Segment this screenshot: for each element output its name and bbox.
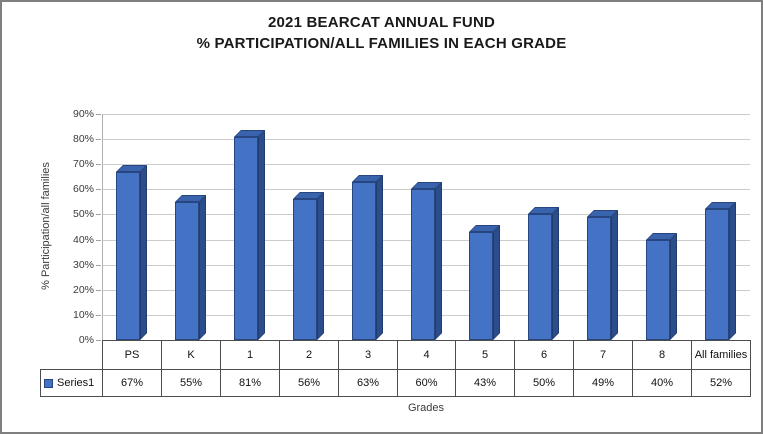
gridline <box>102 164 750 166</box>
y-tick-mark <box>96 114 101 115</box>
y-axis-line <box>102 114 103 340</box>
value-cell: 49% <box>573 369 633 397</box>
bar <box>233 136 258 340</box>
y-tick-label: 50% <box>72 208 94 221</box>
category-cell: All families <box>691 340 751 370</box>
y-tick-mark <box>96 289 101 291</box>
category-cell: 5 <box>455 340 515 370</box>
value-cell: 81% <box>220 369 280 397</box>
y-tick-label: 90% <box>72 108 94 120</box>
bar <box>292 199 317 340</box>
y-tick-mark <box>96 139 101 141</box>
value-cell: 56% <box>279 369 339 397</box>
chart-title-line2: % PARTICIPATION/ALL FAMILIES IN EACH GRA… <box>196 35 567 52</box>
bar-side-face <box>316 192 324 340</box>
series-legend-label: Series1 <box>57 377 95 389</box>
bar <box>469 232 494 340</box>
y-tick-mark <box>96 189 101 191</box>
category-cell: PS <box>102 340 162 370</box>
bar <box>587 216 612 340</box>
value-cell: 63% <box>338 369 398 397</box>
bar <box>646 239 671 340</box>
value-cell: 60% <box>397 369 456 397</box>
category-cell: K <box>161 340 221 370</box>
gridline <box>102 139 750 141</box>
bar <box>174 201 199 340</box>
category-cell: 6 <box>514 340 574 370</box>
category-cell: 3 <box>338 340 398 370</box>
y-tick-label: 40% <box>72 233 94 246</box>
bar-side-face <box>139 164 147 340</box>
category-cell: 1 <box>220 340 280 370</box>
y-tick-label: 30% <box>72 258 94 271</box>
bar-side-face <box>198 194 206 340</box>
y-tick-mark <box>96 340 101 341</box>
bar <box>410 189 435 340</box>
bar <box>705 209 730 340</box>
category-cell: 2 <box>279 340 339 370</box>
bar-side-face <box>670 232 678 340</box>
bar <box>351 181 376 340</box>
value-cell: 67% <box>102 369 162 397</box>
category-cell: 4 <box>397 340 456 370</box>
y-tick-mark <box>96 214 101 216</box>
y-tick-mark <box>96 264 101 266</box>
chart-title-line1: 2021 BEARCAT ANNUAL FUND <box>267 14 496 31</box>
value-cell: 55% <box>161 369 221 397</box>
bar-side-face <box>729 202 737 340</box>
bar-side-face <box>611 209 619 340</box>
bar <box>528 214 553 340</box>
y-tick-label: 80% <box>72 133 94 146</box>
y-tick-label: 0% <box>78 334 94 346</box>
y-tick-label: 70% <box>72 158 94 171</box>
y-axis-title: % Participation/all families <box>40 162 52 290</box>
legend-cell: Series1 <box>40 369 103 397</box>
y-tick-mark <box>96 164 101 166</box>
y-tick-label: 20% <box>72 283 94 296</box>
category-cell: 7 <box>573 340 633 370</box>
bar-side-face <box>257 129 265 340</box>
series-legend-swatch <box>44 378 53 388</box>
value-cell: 40% <box>632 369 692 397</box>
value-cell: 50% <box>514 369 574 397</box>
gridline <box>102 114 750 115</box>
bar <box>115 171 140 340</box>
bar-side-face <box>493 225 501 340</box>
x-axis-title: Grades <box>407 402 445 414</box>
y-tick-label: 60% <box>72 183 94 196</box>
y-tick-label: 10% <box>72 308 94 321</box>
bar-side-face <box>552 207 560 340</box>
bar-side-face <box>434 182 442 340</box>
y-tick-mark <box>96 314 101 316</box>
category-cell: 8 <box>632 340 692 370</box>
value-cell: 52% <box>691 369 751 397</box>
y-tick-mark <box>96 239 101 241</box>
bar-side-face <box>375 174 383 340</box>
value-cell: 43% <box>455 369 515 397</box>
